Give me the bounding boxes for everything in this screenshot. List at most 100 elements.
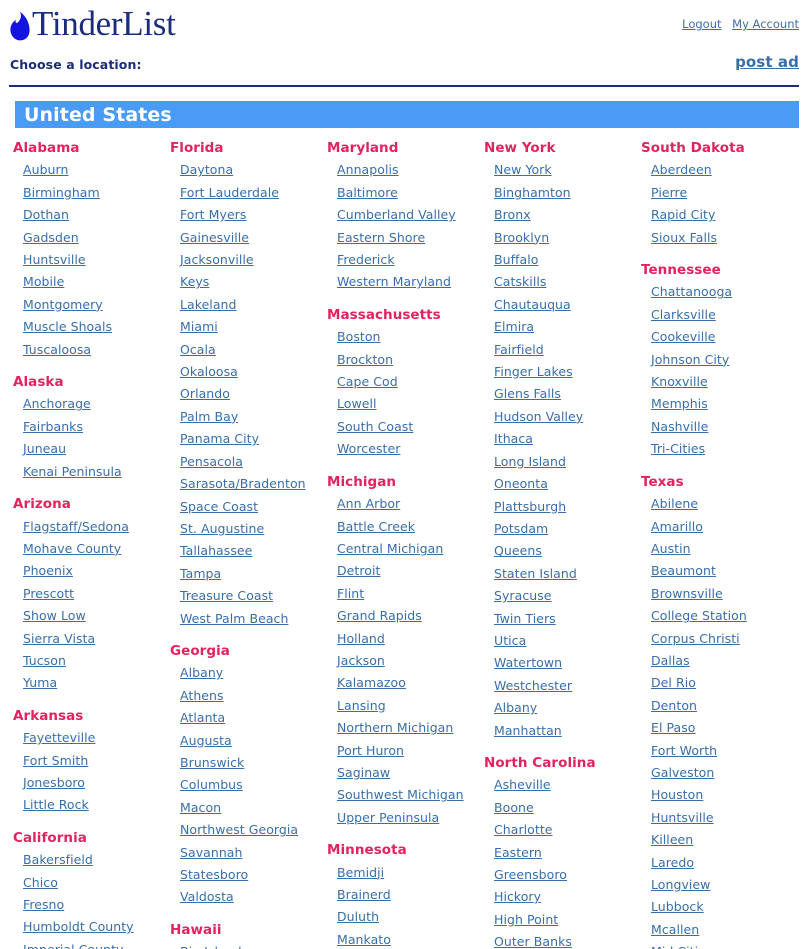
city-link[interactable]: Anchorage [23, 396, 91, 412]
city-link[interactable]: Annapolis [337, 162, 399, 178]
city-link[interactable]: Lubbock [651, 899, 704, 915]
city-link[interactable]: Huntsville [23, 252, 86, 268]
city-link[interactable]: Ocala [180, 341, 216, 357]
city-link[interactable]: Juneau [23, 441, 67, 457]
city-link[interactable]: Keys [180, 274, 210, 290]
city-link[interactable]: Western Maryland [337, 274, 452, 290]
city-link[interactable]: Ann Arbor [337, 496, 401, 512]
city-link[interactable]: Valdosta [180, 889, 234, 905]
city-link[interactable]: Knoxville [651, 374, 708, 390]
city-link[interactable]: Auburn [23, 162, 69, 178]
city-link[interactable]: Pensacola [180, 453, 243, 469]
city-link[interactable]: Chattanooga [651, 284, 733, 300]
city-link[interactable]: Lakeland [180, 296, 237, 312]
city-link[interactable]: Queens [494, 543, 542, 559]
city-link[interactable]: Flagstaff/Sedona [23, 518, 129, 534]
city-link[interactable]: Watertown [494, 655, 563, 671]
city-link[interactable]: Tri-Cities [651, 441, 706, 457]
city-link[interactable]: Eastern [494, 844, 542, 860]
city-link[interactable]: Mohave County [23, 540, 122, 556]
city-link[interactable]: Longview [651, 877, 711, 892]
city-link[interactable]: Austin [651, 540, 691, 556]
city-link[interactable]: Phoenix [23, 563, 73, 579]
city-link[interactable]: Atlanta [180, 710, 226, 726]
city-link[interactable]: Pierre [651, 184, 688, 200]
city-link[interactable]: Sioux Falls [651, 229, 718, 245]
city-link[interactable]: Statesboro [180, 867, 249, 882]
city-link[interactable]: Savannah [180, 844, 243, 860]
city-link[interactable]: Asheville [494, 777, 551, 793]
city-link[interactable]: Hudson Valley [494, 408, 584, 424]
city-link[interactable]: Ithaca [494, 431, 534, 447]
city-link[interactable]: Johnson City [651, 351, 730, 367]
city-link[interactable]: Northern Michigan [337, 720, 454, 736]
city-link[interactable]: Gadsden [23, 229, 79, 245]
city-link[interactable]: Mcallen [651, 921, 700, 937]
city-link[interactable]: Bronx [494, 207, 531, 223]
city-link[interactable]: Dallas [651, 652, 690, 668]
city-link[interactable]: Denton [651, 697, 698, 713]
city-link[interactable]: Jacksonville [180, 252, 254, 268]
city-link[interactable]: Grand Rapids [337, 608, 422, 624]
city-link[interactable]: Brunswick [180, 754, 245, 770]
city-link[interactable]: Hickory [494, 889, 542, 905]
city-link[interactable]: Duluth [337, 909, 380, 925]
city-link[interactable]: Lansing [337, 697, 386, 713]
city-link[interactable]: Eastern Shore [337, 229, 426, 245]
city-link[interactable]: Fort Smith [23, 752, 89, 768]
city-link[interactable]: Baltimore [337, 184, 398, 200]
city-link[interactable]: Mobile [23, 274, 65, 290]
city-link[interactable]: Upper Peninsula [337, 809, 440, 825]
city-link[interactable]: Albany [494, 700, 538, 716]
city-link[interactable]: Fairbanks [23, 418, 84, 434]
city-link[interactable]: Abilene [651, 496, 699, 512]
city-link[interactable]: Saginaw [337, 764, 391, 780]
city-link[interactable]: Aberdeen [651, 162, 712, 178]
city-link[interactable]: Panama City [180, 431, 260, 447]
city-link[interactable]: Buffalo [494, 252, 539, 268]
city-link[interactable]: Columbus [180, 777, 243, 793]
city-link[interactable]: Orlando [180, 386, 230, 402]
city-link[interactable]: Mid Cities [641, 941, 798, 949]
city-link[interactable]: Miami [180, 319, 218, 335]
city-link[interactable]: Chautauqua [494, 296, 571, 312]
city-link[interactable]: Bemidji [337, 864, 385, 880]
city-link[interactable]: Elmira [494, 319, 535, 335]
city-link[interactable]: Charlotte [494, 822, 553, 838]
brand-logo[interactable]: TinderList [9, 5, 176, 43]
city-link[interactable]: Brooklyn [494, 229, 550, 245]
city-link[interactable]: Long Island [494, 453, 566, 469]
city-link[interactable]: Show Low [23, 608, 86, 624]
city-link[interactable]: Sierra Vista [23, 630, 96, 646]
city-link[interactable]: Corpus Christi [651, 630, 740, 646]
city-link[interactable]: Westchester [494, 677, 573, 693]
city-link[interactable]: Jonesboro [23, 774, 86, 790]
city-link[interactable]: Port Huron [337, 742, 405, 758]
city-link[interactable]: Northwest Georgia [180, 822, 299, 838]
city-link[interactable]: Macon [180, 799, 222, 815]
city-link[interactable]: Laredo [651, 854, 695, 870]
city-link[interactable]: Montgomery [23, 296, 103, 312]
city-link[interactable]: Fairfield [494, 341, 544, 357]
city-link[interactable]: Fort Worth [651, 742, 718, 758]
city-link[interactable]: Del Rio [651, 675, 696, 691]
city-link[interactable]: Memphis [651, 396, 708, 412]
city-link[interactable]: Lowell [337, 396, 377, 412]
city-link[interactable]: Fort Myers [180, 207, 247, 223]
city-link[interactable]: Tampa [180, 565, 222, 581]
my-account-link[interactable]: My Account [732, 17, 799, 31]
city-link[interactable]: Palm Bay [180, 408, 239, 424]
city-link[interactable]: Battle Creek [337, 518, 415, 534]
city-link[interactable]: Kalamazoo [337, 675, 406, 691]
city-link[interactable]: Augusta [180, 732, 232, 748]
city-link[interactable]: Boone [494, 799, 534, 815]
city-link[interactable]: Southwest Michigan [337, 787, 464, 803]
city-link[interactable]: Humboldt County [23, 919, 134, 935]
city-link[interactable]: Beaumont [651, 563, 716, 579]
city-link[interactable]: Fort Lauderdale [180, 184, 280, 200]
city-link[interactable]: College Station [651, 608, 747, 624]
city-link[interactable]: Amarillo [651, 518, 703, 534]
city-link[interactable]: South Coast [337, 418, 414, 434]
city-link[interactable]: High Point [494, 911, 559, 927]
city-link[interactable]: Killeen [651, 832, 694, 848]
